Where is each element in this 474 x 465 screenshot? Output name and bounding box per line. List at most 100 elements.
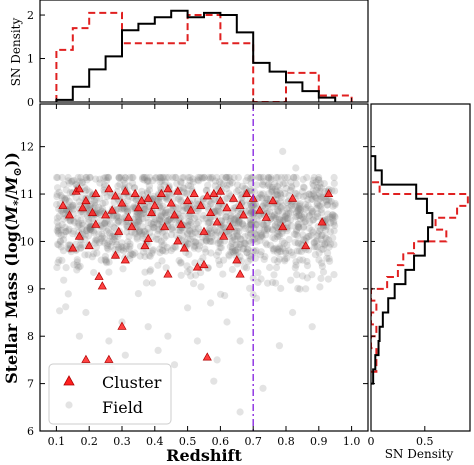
field-point xyxy=(113,241,121,249)
field-point xyxy=(314,176,322,184)
field-point xyxy=(305,224,313,232)
field-point xyxy=(68,177,76,185)
field-point xyxy=(73,266,81,274)
field-point xyxy=(188,195,197,203)
field-point xyxy=(212,207,220,215)
field-point xyxy=(262,239,270,247)
field-point xyxy=(227,214,235,223)
field-point xyxy=(57,231,65,239)
field-point xyxy=(114,217,123,225)
field-point xyxy=(124,238,132,246)
field-point xyxy=(292,258,300,266)
field-point xyxy=(316,179,324,187)
main-x-axis-ticks: 0.1 0.2 0.3 0.4 0.5 0.6 0.7 0.8 0.9 1.0 xyxy=(48,104,360,448)
field-point xyxy=(235,218,243,226)
field-point xyxy=(325,197,333,205)
cluster-point xyxy=(235,269,245,278)
field-point xyxy=(188,232,197,240)
cluster-point xyxy=(156,188,166,197)
field-point xyxy=(313,236,321,244)
field-point xyxy=(158,246,167,254)
cluster-point xyxy=(196,200,206,209)
field-point xyxy=(135,218,143,226)
cluster-point xyxy=(324,188,334,197)
field-point xyxy=(139,248,148,256)
field-point xyxy=(262,199,271,207)
field-point xyxy=(176,214,184,222)
field-point xyxy=(183,230,192,238)
field-point xyxy=(115,173,123,182)
field-point xyxy=(322,235,330,243)
field-point xyxy=(168,224,176,232)
field-point xyxy=(131,229,139,237)
field-point xyxy=(129,251,137,259)
field-point xyxy=(186,227,194,235)
field-point xyxy=(106,232,114,240)
field-point xyxy=(195,230,203,238)
field-point xyxy=(150,219,158,227)
field-point xyxy=(213,212,221,220)
field-point xyxy=(62,227,70,236)
field-point xyxy=(246,186,255,194)
field-point xyxy=(156,173,164,182)
cluster-point xyxy=(94,271,104,280)
field-point xyxy=(285,235,293,244)
cluster-point xyxy=(166,198,176,207)
cluster-point xyxy=(117,321,127,330)
field-point xyxy=(55,212,63,220)
field-point xyxy=(214,248,223,256)
field-point xyxy=(259,190,267,198)
field-point xyxy=(316,202,324,210)
field-point xyxy=(86,222,95,230)
cluster-point xyxy=(68,243,78,252)
field-point xyxy=(287,216,295,224)
field-point xyxy=(275,207,283,215)
field-point xyxy=(272,187,281,195)
field-point xyxy=(226,218,234,226)
field-point xyxy=(98,230,106,238)
field-point xyxy=(288,248,296,256)
field-point xyxy=(269,226,277,234)
field-point xyxy=(328,213,336,221)
field-point xyxy=(118,239,126,247)
field-point xyxy=(171,173,179,182)
field-point xyxy=(76,262,84,270)
field-point xyxy=(128,250,137,258)
field-point xyxy=(113,212,121,220)
field-point xyxy=(248,187,256,195)
field-point xyxy=(173,180,181,188)
cluster-point xyxy=(173,236,183,245)
cluster-point xyxy=(215,186,225,195)
field-point xyxy=(293,212,301,220)
field-point xyxy=(330,217,338,225)
field-point xyxy=(247,229,255,237)
field-point xyxy=(279,217,287,225)
field-point xyxy=(96,179,104,187)
field-point xyxy=(254,269,262,277)
field-point xyxy=(299,183,308,191)
cluster-point xyxy=(205,207,216,216)
field-point xyxy=(197,238,205,247)
field-point xyxy=(273,206,281,214)
field-point xyxy=(105,229,114,237)
field-point xyxy=(255,226,263,234)
field-point xyxy=(266,241,274,249)
field-point xyxy=(274,207,282,215)
field-point xyxy=(235,243,243,251)
field-point xyxy=(75,332,83,340)
field-point xyxy=(139,223,147,231)
field-point xyxy=(86,173,94,182)
field-point xyxy=(186,235,194,243)
field-point xyxy=(74,173,82,182)
cluster-point xyxy=(78,203,88,212)
cluster-point xyxy=(192,262,203,271)
field-point xyxy=(277,204,285,212)
field-point xyxy=(312,178,320,186)
field-point xyxy=(185,250,193,259)
field-point xyxy=(101,198,109,207)
field-point xyxy=(330,241,338,249)
field-point xyxy=(121,351,129,359)
field-point xyxy=(228,239,236,247)
field-point xyxy=(295,202,303,211)
field-point xyxy=(272,264,281,272)
